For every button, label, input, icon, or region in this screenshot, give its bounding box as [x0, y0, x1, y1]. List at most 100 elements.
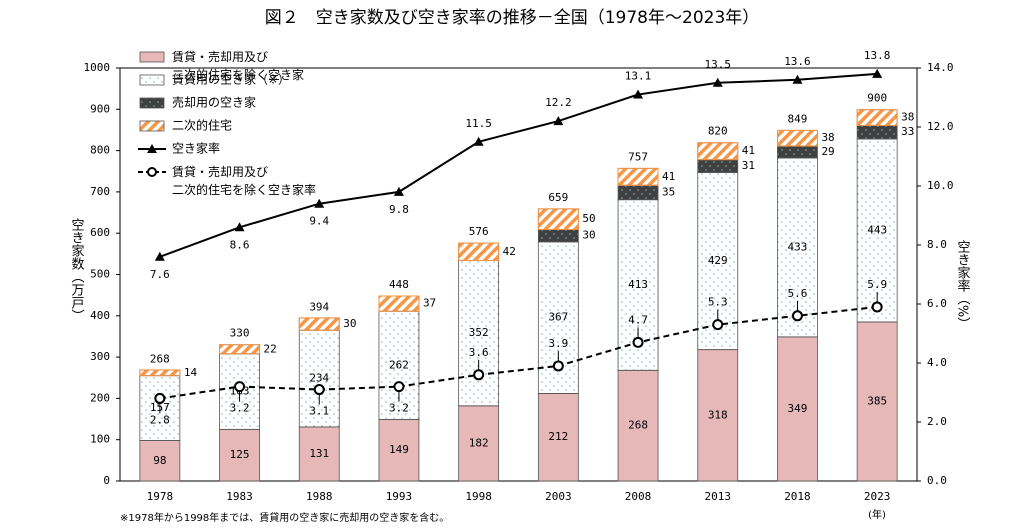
legend-swatch [139, 97, 165, 109]
value-label: 3.9 [548, 337, 568, 350]
total-label: 757 [628, 150, 648, 163]
total-label: 448 [389, 278, 409, 291]
bar [537, 393, 579, 482]
legend-swatch [139, 120, 165, 132]
value-label: 12.2 [545, 96, 572, 109]
legend-swatch [139, 74, 165, 86]
x-tick-label: 1988 [306, 490, 333, 503]
value-label: 3.6 [469, 346, 489, 359]
bar [777, 145, 818, 159]
marker [712, 77, 723, 87]
value-label: 11.5 [465, 117, 492, 130]
total-label: 820 [708, 124, 728, 137]
value-label: 98 [153, 454, 166, 467]
value-label: 7.6 [150, 268, 170, 281]
x-tick-label: 1998 [465, 490, 492, 503]
value-label: 3.2 [230, 402, 250, 415]
value-label: 42 [503, 245, 516, 258]
x-unit: (年) [868, 508, 886, 521]
value-label: 349 [788, 402, 808, 415]
value-label: 352 [469, 326, 489, 339]
marker [712, 319, 724, 331]
value-label: 234 [309, 372, 329, 385]
marker [473, 136, 484, 146]
bar-edge [219, 344, 261, 355]
value-label: 50 [582, 212, 595, 225]
marker [154, 392, 166, 404]
value-label: 318 [708, 408, 728, 421]
bar [139, 369, 181, 377]
y2-tick-label: 8.0 [927, 238, 947, 251]
total-label: 900 [867, 91, 887, 104]
marker [234, 381, 246, 393]
value-label: 433 [788, 240, 808, 253]
marker [154, 251, 165, 261]
value-label: 149 [389, 443, 409, 456]
value-label: 268 [628, 419, 648, 432]
value-label: 182 [469, 436, 489, 449]
value-label: 262 [389, 358, 409, 371]
bar [219, 428, 260, 482]
legend-label: 賃貸・売却用及び二次的住宅を除く空き家 [172, 49, 304, 82]
y-tick-label: 300 [90, 350, 110, 363]
value-label: 31 [742, 159, 755, 172]
value-label: 3.1 [309, 405, 329, 418]
bar [537, 229, 579, 243]
legend-label: 賃貸用の空き家（※） [172, 72, 290, 87]
y-axis-label: 空き家数（万戸） [69, 218, 85, 322]
y2-axis-label: 空き家率（%） [955, 240, 971, 330]
value-label: 212 [548, 430, 568, 443]
value-label: 37 [423, 297, 436, 310]
value-label: 41 [742, 144, 755, 157]
value-label: 13.8 [864, 49, 891, 62]
y-tick-label: 800 [90, 144, 110, 157]
y-tick-label: 600 [90, 226, 110, 239]
marker [313, 384, 325, 396]
y2-tick-label: 14.0 [927, 61, 954, 74]
bar-edge [537, 208, 579, 230]
legend-marker [147, 167, 157, 177]
marker [871, 301, 883, 313]
value-label: 13.6 [784, 55, 811, 68]
y2-tick-label: 6.0 [927, 297, 947, 310]
legend-label: 二次的住宅 [172, 118, 232, 133]
y2-tick-label: 10.0 [927, 179, 954, 192]
marker [633, 89, 644, 99]
value-label: 38 [901, 111, 914, 124]
value-label: 131 [309, 447, 329, 460]
total-label: 330 [230, 327, 250, 340]
bar-edge [458, 242, 500, 261]
y-tick-label: 900 [90, 102, 110, 115]
chart-title: 図２ 空き家数及び空き家率の推移－全国（1978年～2023年） [265, 8, 760, 28]
bar [298, 317, 340, 331]
bar [856, 138, 898, 323]
bar [458, 405, 500, 482]
value-label: 5.9 [867, 278, 887, 291]
marker [632, 336, 644, 348]
x-tick-label: 2018 [784, 490, 811, 503]
bar [777, 336, 818, 482]
value-label: 3.2 [389, 402, 409, 415]
bar-edge [617, 167, 659, 186]
value-label: 38 [821, 131, 834, 144]
value-label: 22 [264, 342, 277, 355]
legend-marker [147, 144, 157, 153]
bar [219, 344, 260, 355]
legend-label: 売却用の空き家 [172, 95, 256, 110]
bar [298, 426, 340, 482]
x-tick-label: 1978 [147, 490, 174, 503]
total-label: 268 [150, 352, 170, 365]
bar [697, 159, 739, 173]
x-tick-label: 2023 [864, 490, 891, 503]
value-label: 5.6 [788, 287, 808, 300]
y-tick-label: 500 [90, 268, 110, 281]
bar [378, 295, 420, 312]
value-label: 30 [343, 317, 356, 330]
bar [139, 440, 181, 482]
value-label: 385 [867, 394, 887, 407]
value-label: 35 [662, 186, 675, 199]
y-tick-label: 1000 [84, 61, 111, 74]
y2-tick-label: 12.0 [927, 120, 954, 133]
bar-edge [776, 129, 818, 147]
